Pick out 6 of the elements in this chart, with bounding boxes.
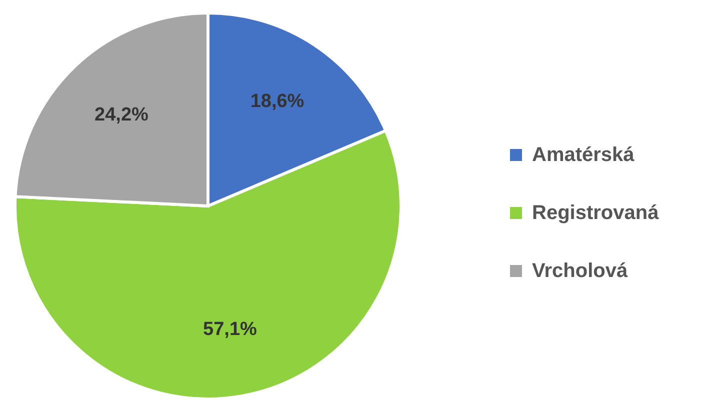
legend-label: Vrcholová <box>532 260 628 282</box>
data-label: 57,1% <box>203 319 258 340</box>
data-label: 24,2% <box>94 104 149 126</box>
data-label: 18,6% <box>250 90 304 112</box>
legend-label: Amatérská <box>532 144 636 166</box>
legend-label: Registrovaná <box>532 202 660 224</box>
